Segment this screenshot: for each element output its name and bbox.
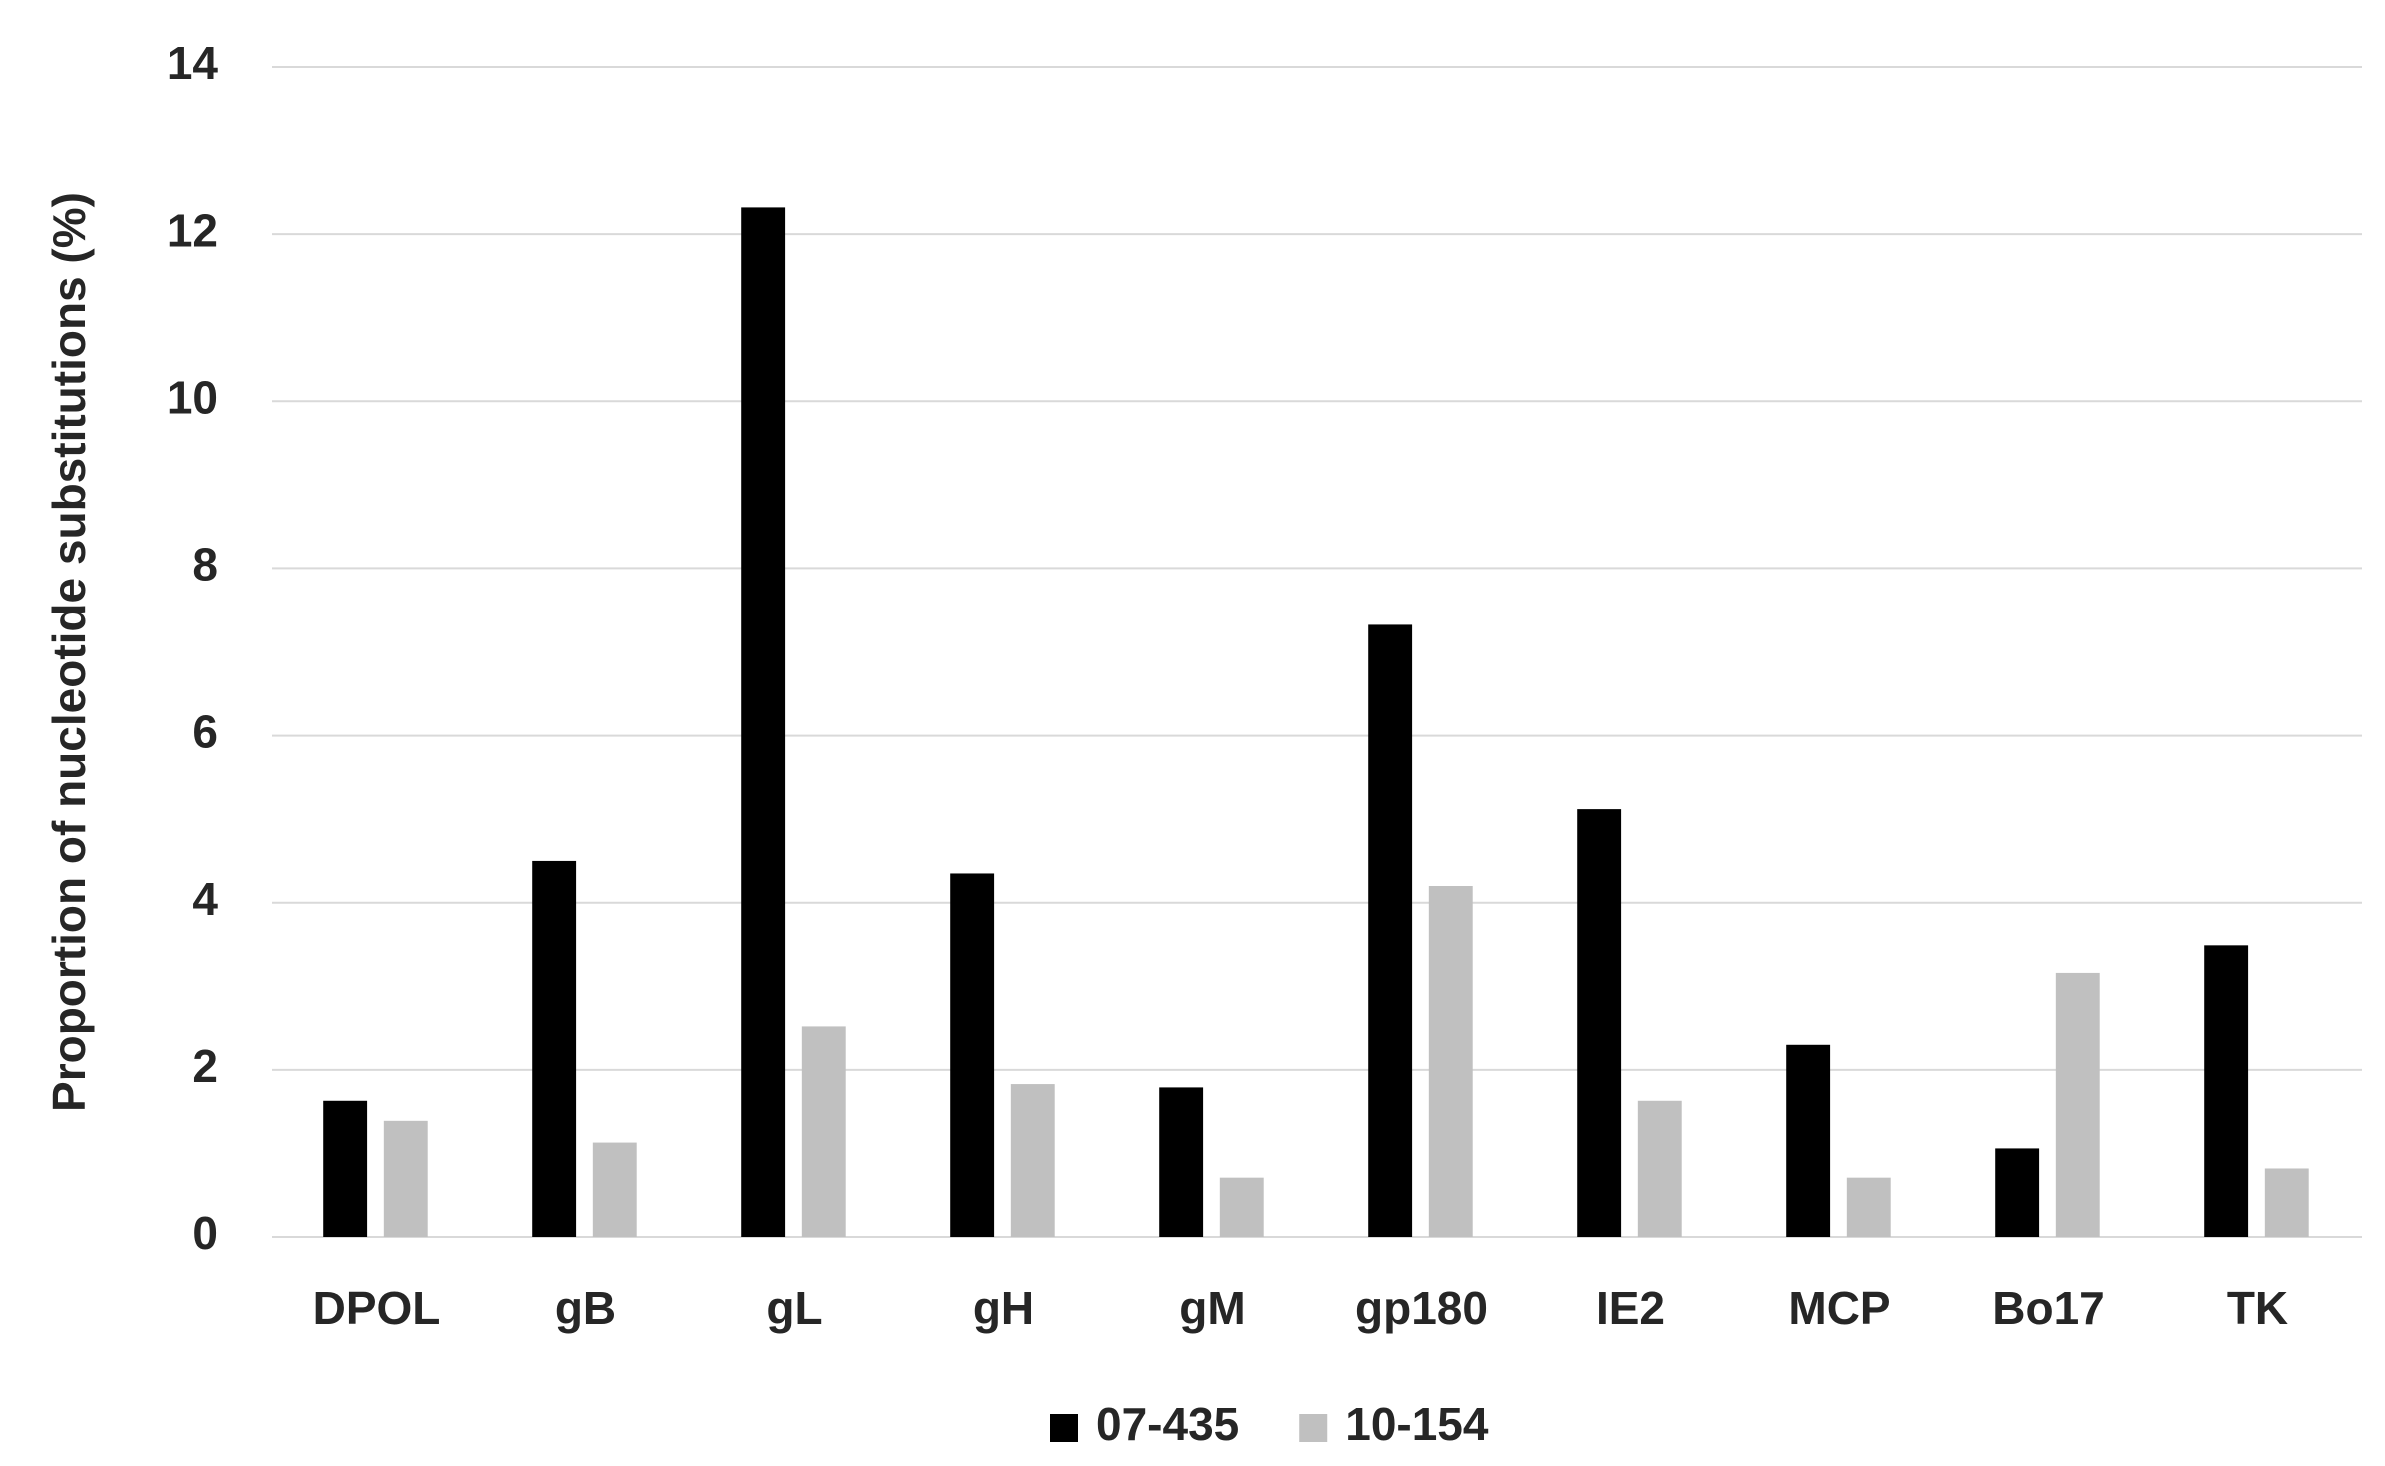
bar bbox=[1846, 1177, 1891, 1237]
bar bbox=[1368, 624, 1413, 1237]
y-tick-label: 14 bbox=[167, 37, 219, 89]
x-tick-label: gL bbox=[766, 1282, 822, 1334]
legend-swatch bbox=[1299, 1414, 1328, 1442]
bar bbox=[2055, 972, 2100, 1237]
x-tick-label: gH bbox=[973, 1282, 1034, 1334]
y-tick-label: 2 bbox=[192, 1040, 218, 1092]
bar bbox=[1637, 1100, 1682, 1237]
x-tick-label: DPOL bbox=[313, 1282, 441, 1334]
x-tick-label: Bo17 bbox=[1992, 1282, 2104, 1334]
legend-label: 10-154 bbox=[1345, 1398, 1489, 1450]
bar bbox=[323, 1100, 368, 1237]
bar bbox=[1159, 1087, 1204, 1237]
bar bbox=[1010, 1084, 1055, 1237]
bar bbox=[532, 860, 577, 1237]
y-tick-label: 10 bbox=[167, 371, 218, 423]
y-tick-label: 6 bbox=[192, 706, 218, 758]
bar bbox=[1577, 809, 1622, 1237]
x-tick-label: TK bbox=[2227, 1282, 2288, 1334]
bar bbox=[1219, 1177, 1264, 1237]
bar bbox=[950, 873, 995, 1237]
bar bbox=[741, 207, 786, 1237]
legend-swatch bbox=[1050, 1414, 1078, 1442]
bar bbox=[1995, 1148, 2040, 1237]
y-axis-title: Proportion of nucleotide substitutions (… bbox=[43, 192, 95, 1112]
x-tick-label: gM bbox=[1179, 1282, 1245, 1334]
x-tick-label: IE2 bbox=[1596, 1282, 1665, 1334]
x-tick-label: gB bbox=[555, 1282, 616, 1334]
bar bbox=[2204, 945, 2249, 1237]
bar bbox=[2264, 1168, 2309, 1237]
bar bbox=[383, 1120, 428, 1237]
bar bbox=[1428, 886, 1473, 1237]
x-tick-label: MCP bbox=[1788, 1282, 1890, 1334]
y-tick-label: 12 bbox=[167, 204, 218, 256]
bar bbox=[592, 1142, 637, 1237]
legend-label: 07-435 bbox=[1096, 1398, 1239, 1450]
bar bbox=[801, 1026, 846, 1237]
y-tick-label: 8 bbox=[192, 539, 218, 591]
bar bbox=[1786, 1044, 1831, 1237]
x-tick-label: gp180 bbox=[1355, 1282, 1488, 1334]
y-tick-label: 0 bbox=[192, 1207, 218, 1259]
y-tick-label: 4 bbox=[192, 873, 218, 925]
